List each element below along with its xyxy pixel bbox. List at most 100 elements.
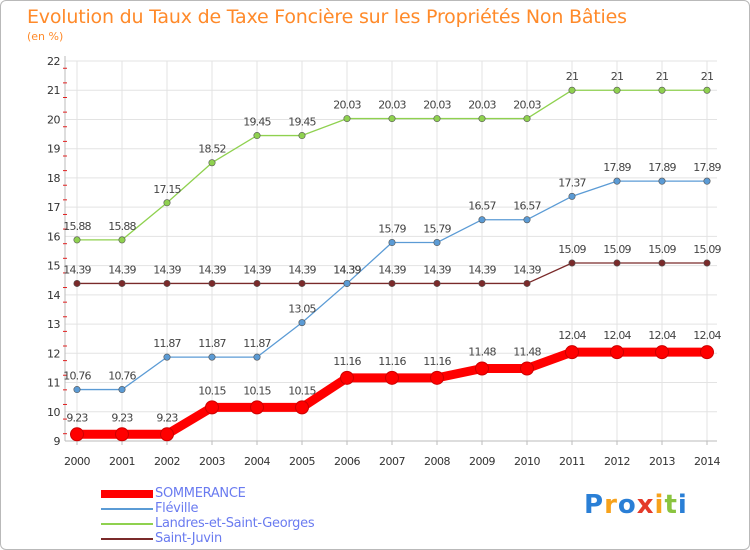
legend-label: SOMMERANCE	[155, 486, 246, 501]
data-label: 14.39	[513, 263, 541, 276]
data-label: 10.15	[288, 384, 316, 397]
logo-letter: i	[654, 490, 665, 520]
data-label: 9.23	[156, 411, 178, 424]
data-point	[700, 345, 714, 360]
data-label: 15.79	[423, 223, 451, 236]
legend-swatch	[101, 523, 153, 525]
legend-label: Fléville	[155, 501, 199, 516]
x-tick-label: 2000	[64, 455, 90, 468]
data-point	[433, 279, 441, 287]
data-label: 20.03	[468, 99, 496, 112]
y-tick-label: 22	[47, 55, 60, 68]
data-point	[658, 86, 666, 94]
data-point	[253, 353, 261, 361]
data-point	[205, 400, 219, 415]
data-label: 11.87	[243, 337, 271, 350]
data-point	[655, 345, 669, 360]
x-tick-label: 2012	[604, 455, 630, 468]
data-label: 14.39	[153, 263, 181, 276]
data-point	[478, 216, 486, 224]
data-point	[520, 361, 534, 376]
data-label: 12.04	[648, 329, 676, 342]
logo-letter: o	[617, 490, 637, 520]
data-label: 10.76	[108, 370, 136, 383]
data-label: 17.89	[603, 161, 631, 174]
data-label: 20.03	[513, 99, 541, 112]
y-tick-label: 18	[47, 172, 60, 185]
x-tick-label: 2005	[289, 455, 315, 468]
data-point	[475, 361, 489, 376]
data-point	[208, 353, 216, 361]
data-label: 11.87	[153, 337, 181, 350]
data-label: 15.09	[558, 243, 586, 256]
data-label: 11.16	[423, 355, 451, 368]
data-point	[703, 86, 711, 94]
data-label: 15.09	[603, 243, 631, 256]
data-label: 19.45	[243, 116, 271, 129]
data-label: 16.57	[513, 200, 541, 213]
data-point	[298, 132, 306, 140]
proxiti-logo: Proxiti	[584, 490, 688, 520]
data-point	[610, 345, 624, 360]
chart-title: Evolution du Taux de Taxe Foncière sur l…	[27, 6, 627, 28]
data-label: 11.16	[333, 355, 361, 368]
data-label: 11.48	[468, 346, 496, 359]
legend-swatch	[101, 538, 153, 540]
data-label: 11.16	[378, 355, 406, 368]
data-point	[163, 279, 171, 287]
data-label: 14.39	[333, 263, 361, 276]
data-label: 17.15	[153, 183, 181, 196]
data-point	[298, 319, 306, 327]
data-label: 21	[656, 70, 668, 83]
chart-subtitle: (en %)	[27, 30, 64, 43]
y-tick-label: 12	[47, 347, 60, 360]
data-label: 16.57	[468, 200, 496, 213]
data-label: 14.39	[378, 263, 406, 276]
x-tick-label: 2010	[514, 455, 540, 468]
data-point	[295, 400, 309, 415]
y-tick-label: 15	[47, 260, 60, 273]
data-label: 15.09	[648, 243, 676, 256]
data-label: 20.03	[423, 99, 451, 112]
y-tick-label: 19	[47, 143, 60, 156]
legend-label: Landres-et-Saint-Georges	[155, 516, 315, 531]
data-label: 15.09	[693, 243, 721, 256]
data-point	[703, 177, 711, 185]
data-point	[163, 199, 171, 207]
data-point	[160, 427, 174, 442]
x-tick-label: 2014	[694, 455, 720, 468]
data-label: 15.88	[108, 220, 136, 233]
data-label: 14.39	[468, 263, 496, 276]
data-point	[73, 279, 81, 287]
data-label: 14.39	[288, 263, 316, 276]
data-label: 11.87	[198, 337, 226, 350]
logo-letter: r	[604, 490, 618, 520]
data-label: 17.89	[693, 161, 721, 174]
data-point	[388, 239, 396, 247]
data-point	[433, 115, 441, 123]
data-point	[658, 177, 666, 185]
y-tick-label: 9	[54, 435, 61, 448]
data-point	[340, 370, 354, 385]
data-point	[250, 400, 264, 415]
data-point	[118, 386, 126, 394]
x-tick-label: 2003	[199, 455, 225, 468]
data-point	[433, 239, 441, 247]
data-point	[568, 192, 576, 200]
data-point	[613, 177, 621, 185]
data-label: 14.39	[63, 263, 91, 276]
x-tick-label: 2007	[379, 455, 405, 468]
data-point	[163, 353, 171, 361]
data-label: 17.37	[558, 176, 586, 189]
y-tick-label: 16	[47, 230, 60, 243]
data-label: 10.15	[243, 384, 271, 397]
data-point	[73, 236, 81, 244]
y-tick-label: 11	[47, 377, 60, 390]
data-label: 14.39	[108, 263, 136, 276]
logo-letter: i	[677, 490, 688, 520]
logo-letter: x	[636, 490, 655, 520]
data-point	[523, 115, 531, 123]
data-point	[73, 386, 81, 394]
data-label: 21	[611, 70, 623, 83]
data-label: 20.03	[333, 99, 361, 112]
